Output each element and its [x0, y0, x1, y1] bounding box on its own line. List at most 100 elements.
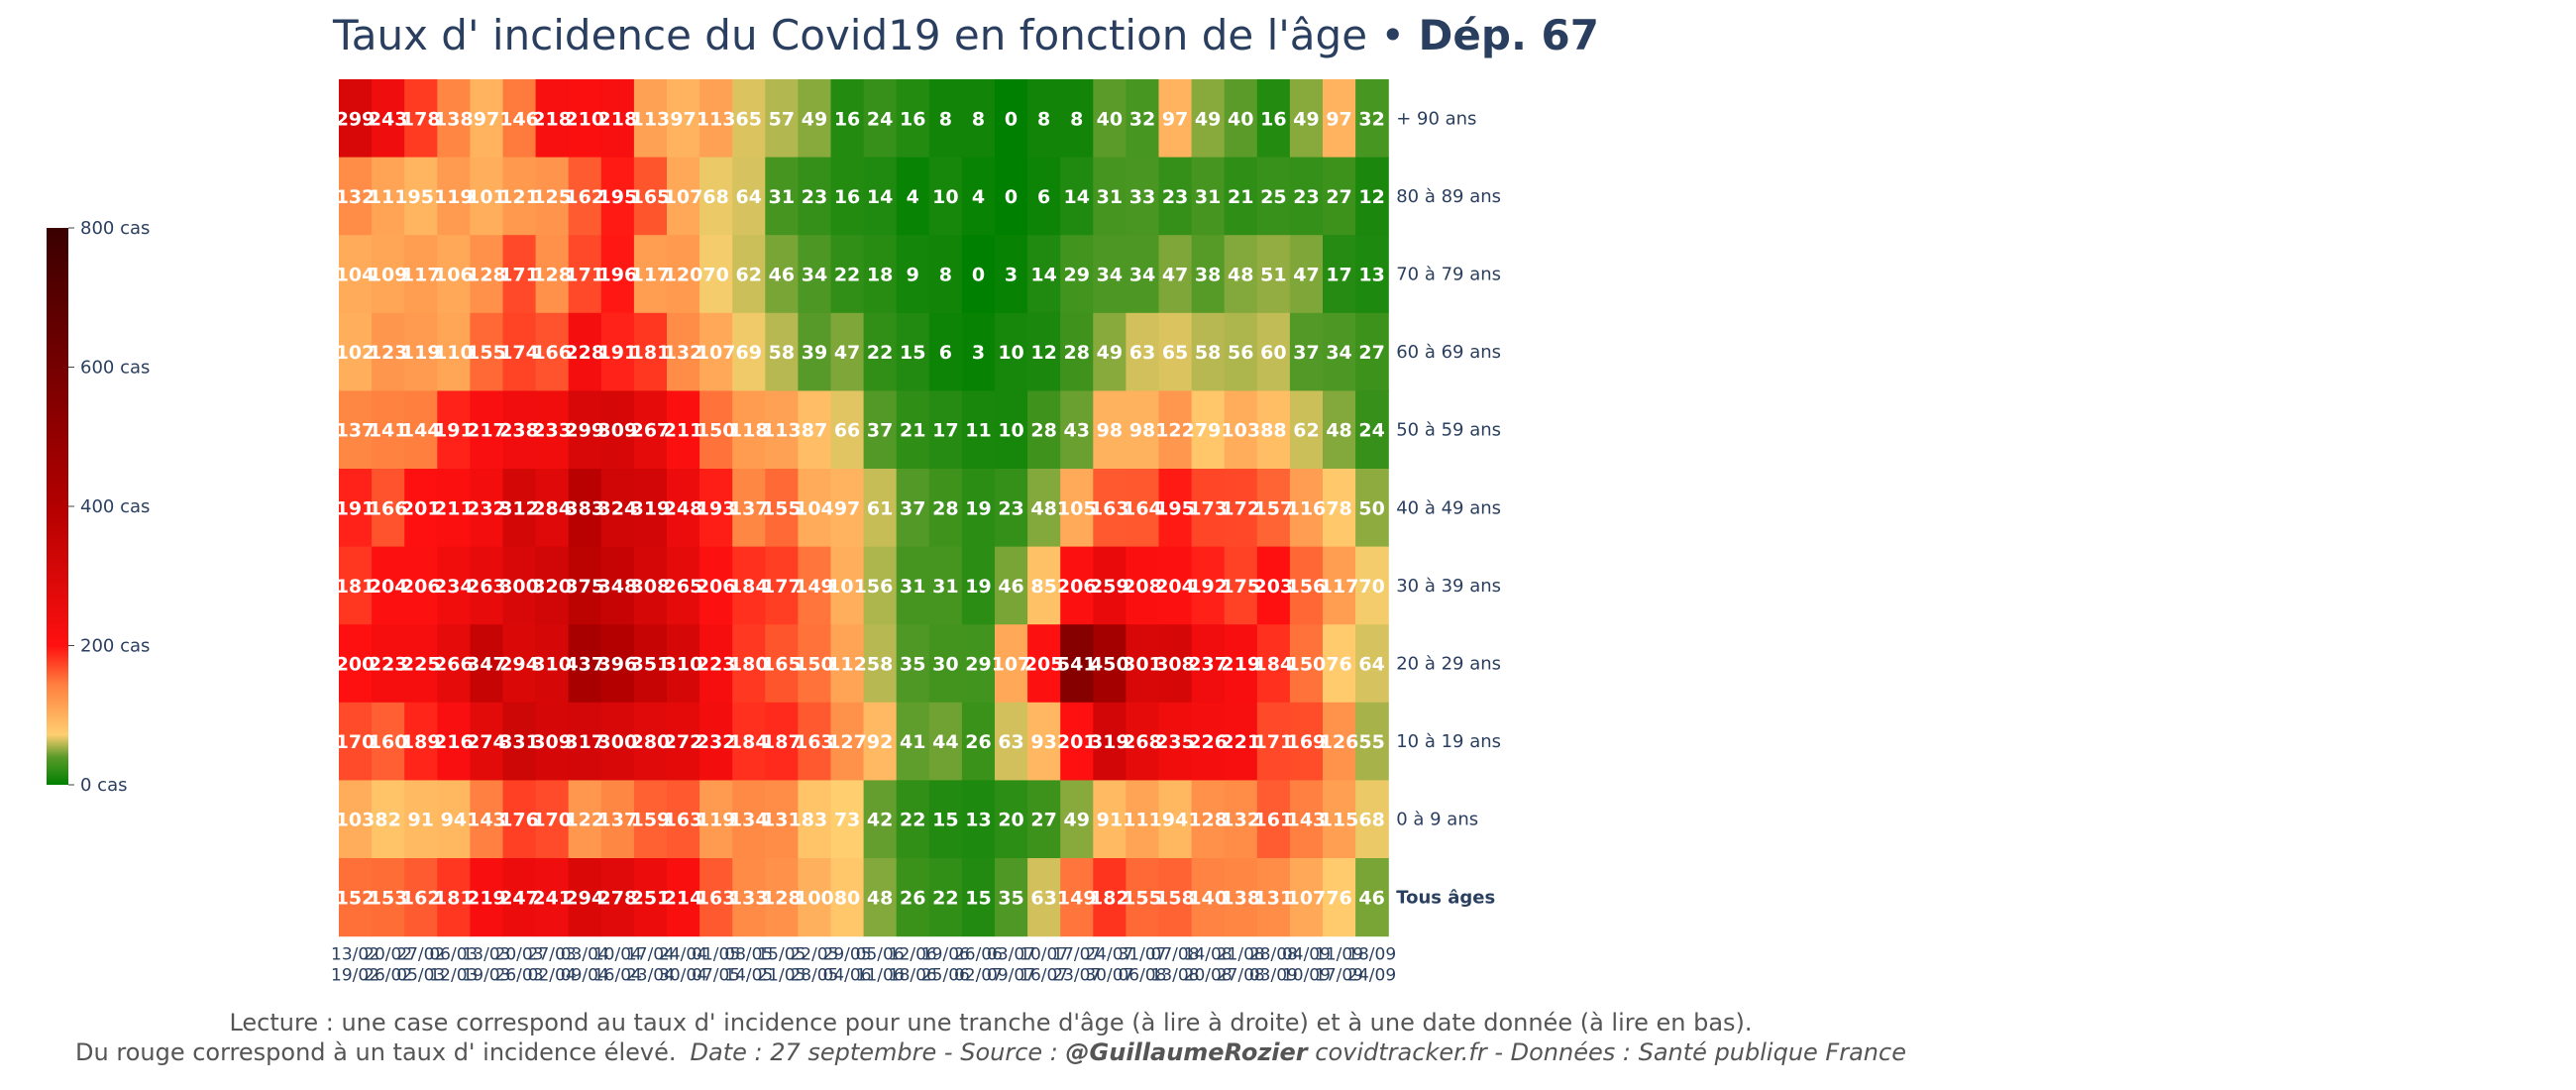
heatmap-cell: [404, 702, 438, 781]
heatmap-cell: [1027, 546, 1061, 625]
column-label-start: 06/03: [429, 945, 478, 965]
heatmap-cell-value: 156: [1287, 576, 1327, 598]
heatmap-cell: [600, 157, 635, 236]
column-label-end: 16/04: [593, 966, 642, 986]
heatmap-cell: [928, 390, 963, 470]
heatmap-cell: [633, 157, 668, 236]
heatmap-cell: [1323, 235, 1356, 314]
column-label-start: 27/03: [528, 945, 577, 965]
column-label-end: 13/08: [1151, 966, 1200, 986]
heatmap-cell-value: 8: [972, 108, 985, 130]
heatmap-cell-value: 113: [762, 420, 802, 442]
heatmap-cell: [765, 235, 799, 314]
column-label-end: 23/04: [626, 966, 675, 986]
heatmap-cell-value: 38: [1195, 265, 1221, 286]
heatmap-cell: [699, 469, 733, 548]
column-label-end: 02/04: [528, 966, 577, 986]
heatmap-cell: [339, 79, 373, 159]
heatmap-cell: [765, 780, 799, 859]
heatmap-cell: [798, 624, 832, 704]
heatmap-cell-value: 49: [1293, 108, 1319, 130]
heatmap-cell: [437, 390, 471, 470]
heatmap-cell: [372, 235, 405, 314]
heatmap-cell-value: 268: [1123, 731, 1162, 753]
heatmap-cell: [372, 546, 405, 625]
heatmap-cell-value: 119: [434, 186, 474, 208]
heatmap-cell: [1060, 858, 1094, 937]
heatmap-cell-value: 195: [1155, 497, 1195, 519]
heatmap-cell-value: 117: [1320, 576, 1359, 598]
heatmap-cell: [928, 79, 963, 159]
heatmap-cell: [339, 157, 373, 236]
column-label-start: 03/07: [987, 945, 1035, 965]
heatmap-cell-value: 32: [1129, 108, 1155, 130]
heatmap-cell-value: 218: [598, 108, 638, 130]
heatmap-cell-value: 22: [834, 265, 860, 286]
heatmap-cells: [339, 79, 1389, 937]
heatmap-cell-value: 309: [532, 731, 572, 753]
heatmap-cell-value: 49: [802, 108, 827, 130]
heatmap-cell-value: 119: [401, 342, 441, 364]
heatmap-cell-value: 178: [401, 108, 441, 130]
heatmap-cell-value: 312: [499, 497, 539, 519]
colorbar-tick-label: 200 cas: [80, 636, 150, 657]
heatmap-cell-value: 66: [834, 420, 860, 442]
heatmap-cell-value: 61: [867, 497, 893, 519]
heatmap-cell-value: 73: [834, 810, 860, 831]
heatmap-cell-value: 11: [965, 420, 991, 442]
heatmap-cell-value: 166: [532, 342, 572, 364]
column-label-end: 20/08: [1184, 966, 1233, 986]
heatmap-cell: [961, 469, 996, 548]
heatmap-cell-value: 192: [1188, 576, 1228, 598]
heatmap-cell: [928, 624, 963, 704]
heatmap-cell: [995, 79, 1028, 159]
heatmap-cell-value: 247: [499, 887, 539, 909]
heatmap-cell: [1224, 157, 1258, 236]
heatmap-cell: [896, 702, 930, 781]
heatmap-cell-value: 42: [867, 810, 893, 831]
heatmap-cell: [1323, 780, 1356, 859]
heatmap-cell-value: 319: [1090, 731, 1129, 753]
heatmap-cell: [667, 546, 700, 625]
heatmap-cell: [667, 235, 700, 314]
heatmap-cell-value: 127: [827, 731, 867, 753]
heatmap-cell: [961, 780, 996, 859]
heatmap-cell: [535, 546, 570, 625]
chart-title-department: Dép. 67: [1419, 11, 1599, 59]
heatmap-cell: [1191, 624, 1226, 704]
heatmap-cell-value: 0: [1005, 108, 1018, 130]
heatmap-cell: [667, 702, 700, 781]
heatmap-cell: [765, 858, 799, 937]
heatmap-cell-value: 3: [1005, 265, 1018, 286]
column-label-end: 17/09: [1315, 966, 1363, 986]
column-label-start: 20/02: [364, 945, 412, 965]
heatmap-cell: [732, 858, 766, 937]
heatmap-cell: [1158, 79, 1193, 159]
heatmap-cell-value: 143: [1287, 810, 1327, 831]
heatmap-cell-value: 31: [1195, 186, 1221, 208]
heatmap-cell: [1355, 624, 1389, 704]
heatmap-cell: [1224, 780, 1258, 859]
heatmap-cell: [1027, 157, 1061, 236]
heatmap-cell-value: 28: [1030, 420, 1056, 442]
heatmap-cell: [798, 312, 832, 391]
heatmap-cell: [830, 312, 865, 391]
column-label-start: 21/08: [1217, 945, 1265, 965]
heatmap-cell-value: 131: [1254, 887, 1294, 909]
heatmap-cell-value: 83: [802, 810, 827, 831]
column-label-end: 18/06: [889, 966, 937, 986]
heatmap-cell-value: 219: [467, 887, 506, 909]
heatmap-cell: [1191, 780, 1226, 859]
heatmap-cell-value: 225: [401, 654, 441, 676]
heatmap-cell: [535, 390, 570, 470]
heatmap-cell: [470, 157, 504, 236]
heatmap-cell: [1289, 624, 1324, 704]
heatmap-cell: [568, 702, 602, 781]
heatmap-cell-value: 23: [1293, 186, 1319, 208]
column-label-start: 05/06: [856, 945, 905, 965]
heatmap-cell: [961, 157, 996, 236]
heatmap-cell-value: 204: [369, 576, 408, 598]
heatmap-cell: [1256, 235, 1291, 314]
heatmap-cell-value: 162: [565, 186, 604, 208]
heatmap-cell: [437, 157, 471, 236]
